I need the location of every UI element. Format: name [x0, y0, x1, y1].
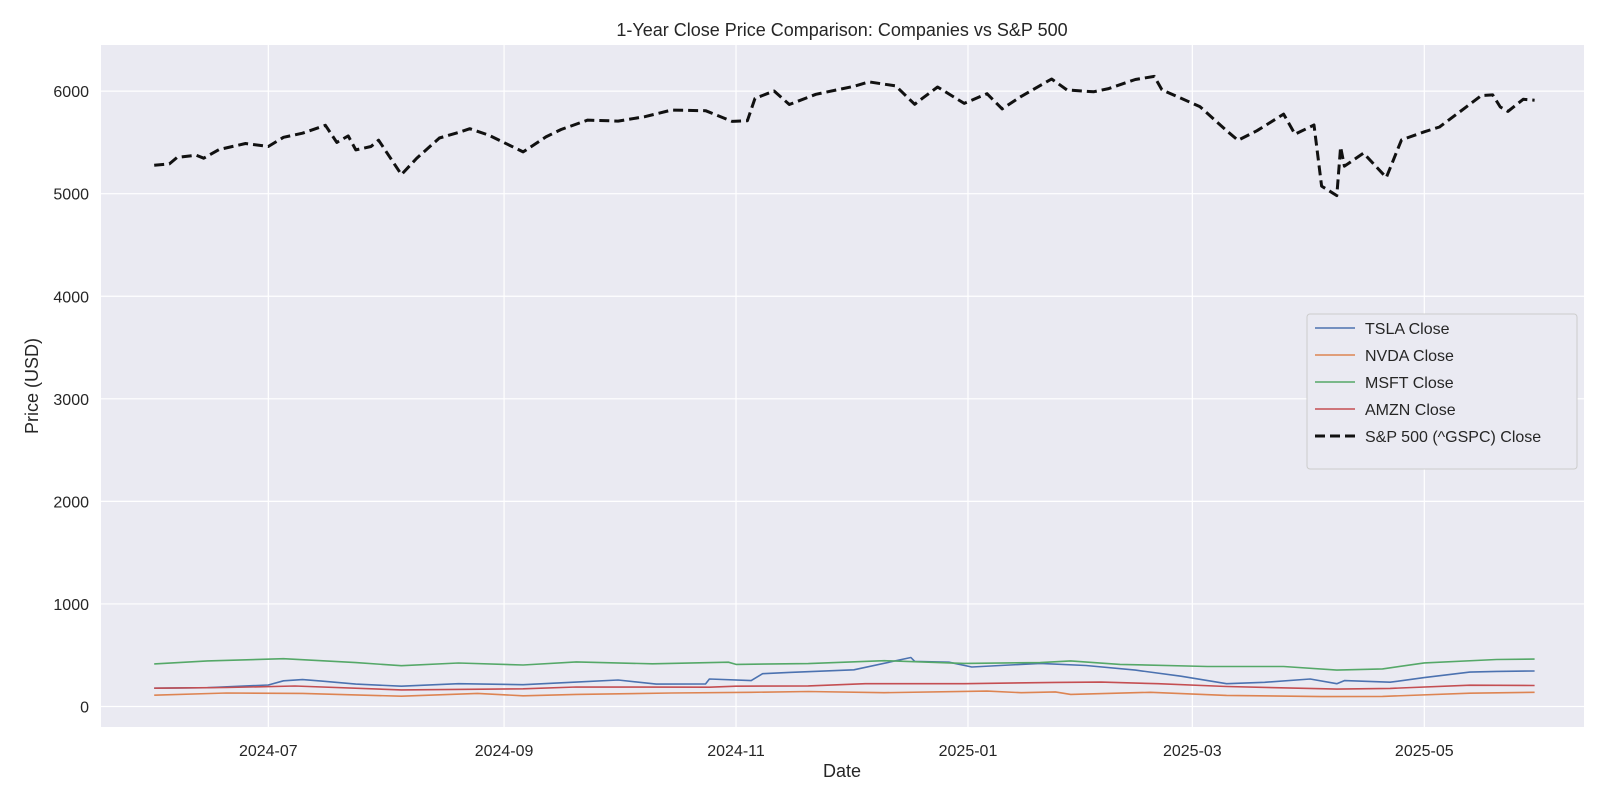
x-tick-label: 2025-01	[939, 743, 998, 760]
x-tick-label: 2025-03	[1163, 743, 1222, 760]
y-tick-label: 2000	[53, 494, 89, 511]
series-line-tsla-close	[154, 656, 1535, 689]
y-tick-label: 5000	[53, 187, 89, 204]
legend-label: NVDA Close	[1365, 348, 1454, 365]
x-tick-label: 2024-11	[707, 743, 765, 760]
y-tick-label: 3000	[53, 392, 89, 409]
series-lines	[154, 74, 1535, 698]
y-axis-ticks: 0 1000 2000 3000 4000 5000 6000	[53, 84, 89, 716]
grid-lines	[101, 45, 1584, 727]
legend-box	[1306, 313, 1578, 470]
chart-title: 1-Year Close Price Comparison: Companies…	[616, 20, 1067, 40]
y-tick-label: 6000	[53, 84, 89, 101]
x-tick-label: 2024-09	[475, 743, 534, 760]
x-tick-label: 2024-07	[239, 743, 298, 760]
series-line-nvda-close	[154, 690, 1535, 698]
y-tick-label: 1000	[53, 597, 89, 614]
y-axis-label: Price (USD)	[22, 338, 42, 434]
y-tick-label: 0	[80, 699, 89, 716]
x-axis-label: Date	[823, 761, 861, 781]
series-line-amzn-close	[154, 681, 1535, 691]
legend-label: AMZN Close	[1365, 402, 1456, 419]
x-axis-ticks: 2024-07 2024-09 2024-11 2025-01 2025-03 2025-…	[239, 743, 1454, 760]
series-line-msft-close	[154, 657, 1535, 671]
y-tick-label: 4000	[53, 289, 89, 306]
legend-label: MSFT Close	[1365, 375, 1454, 392]
series-line-s-p-500-gspc-close	[154, 74, 1535, 198]
x-tick-label: 2025-05	[1395, 743, 1454, 760]
legend: TSLA Close NVDA Close MSFT Close AMZN Close…	[1306, 313, 1578, 470]
legend-label: S&P 500 (^GSPC) Close	[1365, 429, 1541, 446]
legend-label: TSLA Close	[1365, 321, 1450, 338]
